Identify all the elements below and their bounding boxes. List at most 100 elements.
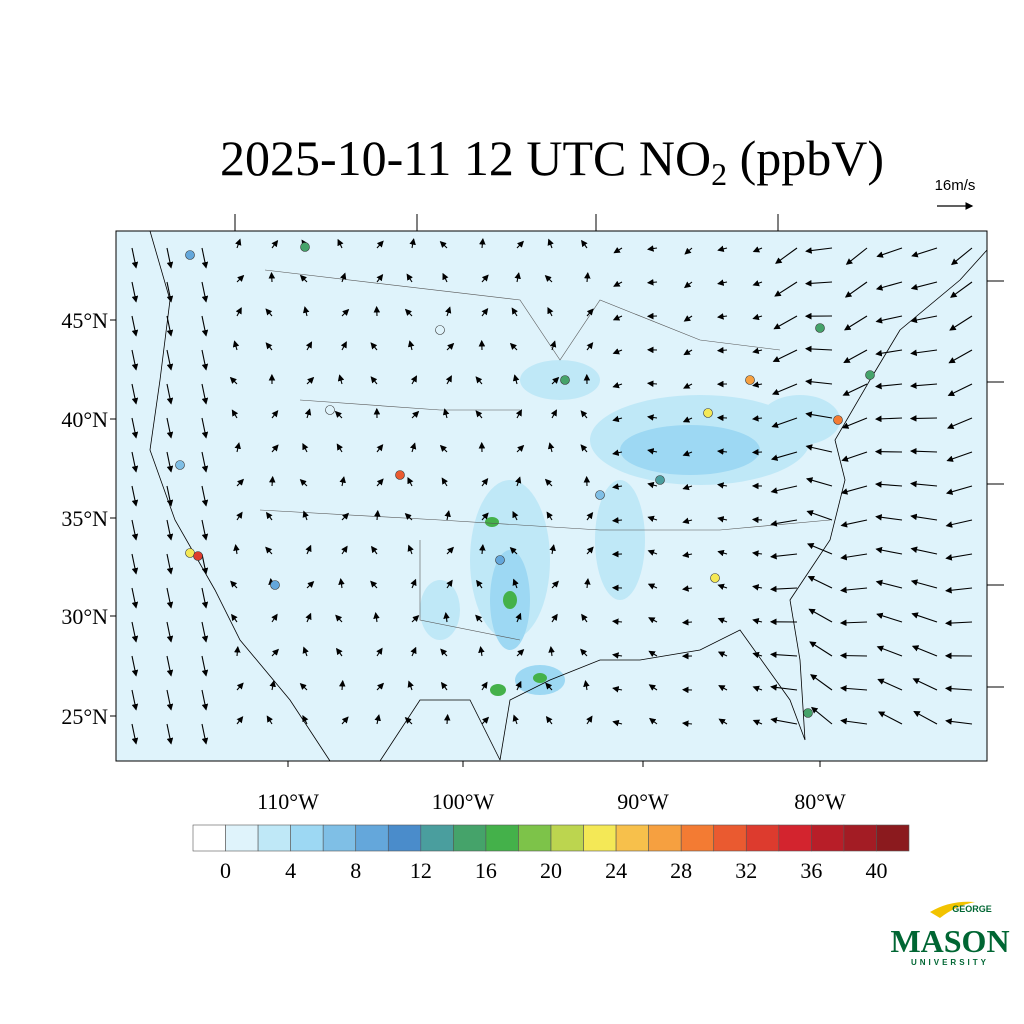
wind-arrow xyxy=(512,578,519,589)
wind-arrow xyxy=(612,686,623,693)
logo-main: MASON xyxy=(890,923,1009,959)
lat-label: 45°N xyxy=(61,308,108,333)
wind-arrow xyxy=(682,416,693,423)
wind-arrow xyxy=(682,450,693,457)
wind-arrow xyxy=(682,551,693,558)
wind-arrow xyxy=(717,245,728,253)
wind-arrow xyxy=(166,417,174,439)
wind-arrow xyxy=(544,478,553,487)
wind-arrow xyxy=(339,476,346,487)
wind-arrow xyxy=(166,723,174,745)
colorbar-box xyxy=(550,824,584,852)
colorbar: 0 4 8 12 16 20 24 28 32 36 40 xyxy=(192,824,910,883)
wind-arrow xyxy=(751,415,763,422)
wind-arrow xyxy=(840,586,868,594)
wind-arrow xyxy=(681,618,693,626)
colorbar-box xyxy=(387,824,422,852)
wind-arrow xyxy=(770,485,798,494)
wind-arrow xyxy=(476,579,483,589)
wind-arrow xyxy=(751,550,763,557)
wind-arrow xyxy=(682,517,693,525)
wind-arrow xyxy=(775,247,798,264)
wind-arrow xyxy=(612,415,623,423)
wind-arrow xyxy=(875,349,903,357)
wind-arrow xyxy=(166,349,174,371)
wind-arrow xyxy=(612,719,623,727)
wind-arrow xyxy=(681,585,693,592)
wind-arrow xyxy=(771,417,798,428)
wind-arrow xyxy=(875,382,903,390)
wind-arrow xyxy=(581,613,588,623)
wind-arrow xyxy=(509,546,518,555)
colorbar-box xyxy=(680,824,715,852)
lon-label: 90°W xyxy=(617,789,669,814)
wind-arrow xyxy=(269,680,276,691)
wind-arrow xyxy=(475,614,483,623)
wind-arrow xyxy=(910,513,938,521)
wind-arrow xyxy=(912,678,938,691)
wind-arrow xyxy=(234,645,241,657)
wind-arrow xyxy=(230,580,238,589)
wind-arrow xyxy=(772,383,798,395)
wind-arrow xyxy=(683,315,693,322)
wind-arrow xyxy=(271,444,279,453)
wind-arrow xyxy=(946,451,973,462)
wind-arrow xyxy=(131,417,139,439)
wind-arrow xyxy=(612,652,623,659)
wind-arrow xyxy=(944,685,973,692)
station xyxy=(703,408,713,418)
wind-arrow xyxy=(647,583,658,590)
wind-arrow xyxy=(844,315,868,331)
wind-arrow xyxy=(131,621,139,643)
wind-arrow xyxy=(336,443,343,453)
wind-arrow xyxy=(481,512,489,521)
station xyxy=(745,375,755,385)
station xyxy=(595,490,605,500)
wind-arrow xyxy=(549,340,557,351)
wind-arrow xyxy=(586,715,593,725)
wind-arrow xyxy=(586,546,594,555)
wind-arrow xyxy=(580,444,588,453)
wind-arrow xyxy=(201,247,209,269)
wind-arrow xyxy=(512,374,520,385)
wind-arrow xyxy=(166,553,174,575)
lon-label: 80°W xyxy=(794,789,846,814)
wind-arrow xyxy=(752,313,763,321)
wind-arrow xyxy=(683,281,693,289)
wind-arrow xyxy=(479,237,486,249)
colorbar-label: 0 xyxy=(220,858,231,883)
wind-arrow xyxy=(580,410,588,419)
wind-arrow xyxy=(265,342,273,351)
station xyxy=(803,708,813,718)
wind-arrow xyxy=(304,408,312,419)
colorbar-box xyxy=(322,824,357,852)
wind-arrow xyxy=(410,646,417,657)
wind-arrow xyxy=(839,619,868,627)
wind-arrow xyxy=(875,315,903,324)
colorbar-box xyxy=(713,824,747,852)
colorbar-box xyxy=(778,824,812,852)
wind-arrow xyxy=(481,681,488,691)
wind-arrow xyxy=(445,375,452,385)
wind-arrow xyxy=(950,281,973,298)
wind-arrow xyxy=(302,714,309,725)
wind-arrow xyxy=(910,349,938,357)
wind-arrow xyxy=(201,655,209,677)
wind-arrow xyxy=(718,718,728,725)
wind-arrow xyxy=(299,682,308,691)
wind-arrow xyxy=(913,711,938,725)
wind-arrow xyxy=(131,689,139,711)
wind-arrow xyxy=(752,617,763,625)
wind-arrow xyxy=(374,509,381,521)
wind-arrow xyxy=(407,340,415,351)
wind-arrow xyxy=(376,478,384,487)
title-main: 2025-10-11 12 UTC NO xyxy=(220,130,711,186)
wind-arrow xyxy=(646,380,658,388)
logo-swoosh xyxy=(930,901,975,918)
wind-arrow xyxy=(341,545,348,555)
wind-arrow xyxy=(305,341,313,351)
wind-arrow xyxy=(446,342,455,351)
wind-arrow xyxy=(376,444,384,453)
wind-arrow xyxy=(340,272,347,283)
wind-arrow xyxy=(716,346,728,354)
